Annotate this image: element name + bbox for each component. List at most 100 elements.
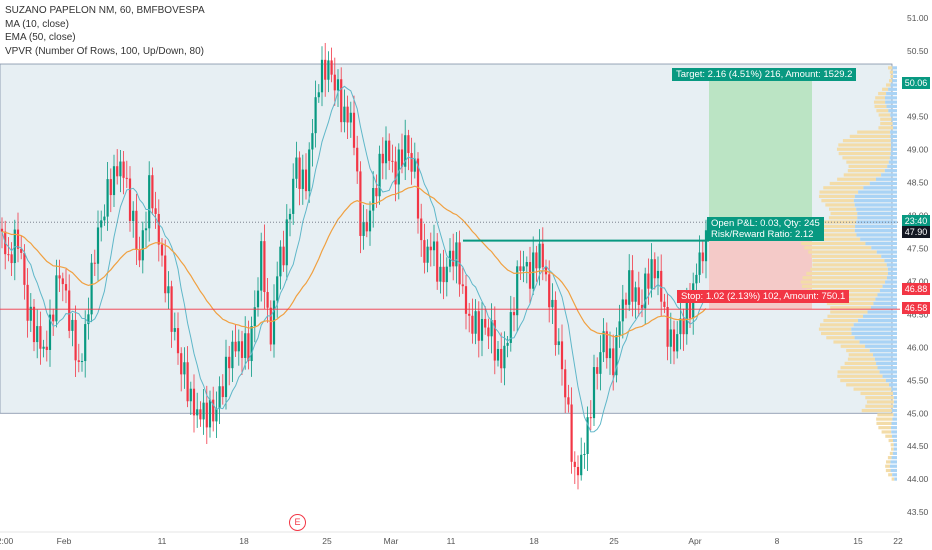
- candle-body: [26, 284, 29, 321]
- volume-profile-bar-down: [821, 331, 852, 336]
- volume-profile-bar-up: [855, 224, 897, 228]
- volume-profile-bar-up: [858, 190, 897, 194]
- stop-price-tag-a: 46.88: [902, 283, 930, 295]
- candle-body: [112, 166, 116, 196]
- candle-body: [279, 246, 282, 277]
- volume-profile-bar-down: [877, 413, 894, 417]
- candle-body: [407, 135, 410, 154]
- candle-body: [167, 286, 170, 294]
- volume-profile-bar-down: [847, 169, 885, 173]
- volume-profile-bar-down: [888, 438, 893, 443]
- candle-body: [125, 177, 128, 179]
- volume-profile-bar-down: [828, 207, 857, 211]
- legend-ma[interactable]: MA (10, close): [5, 18, 69, 30]
- candle-body: [218, 386, 221, 409]
- volume-profile-bar-up: [892, 79, 897, 83]
- candle-body: [416, 158, 420, 219]
- volume-profile-bar-up: [890, 460, 897, 464]
- volume-profile-bar-up: [863, 186, 897, 190]
- candle-body: [266, 292, 269, 308]
- volume-profile-bar-down: [885, 434, 893, 438]
- candle-body: [525, 262, 528, 267]
- volume-profile-bar-down: [873, 100, 886, 104]
- candle-body: [77, 360, 80, 362]
- candle-body: [93, 262, 96, 264]
- candle-body: [250, 326, 253, 362]
- volume-profile-bar-up: [891, 408, 897, 413]
- candle-body: [589, 417, 592, 419]
- candle-body: [490, 320, 493, 337]
- volume-profile-bar-down: [818, 327, 852, 331]
- volume-profile-bar-up: [887, 164, 897, 168]
- volume-profile-bar-down: [890, 447, 894, 451]
- candle-body: [205, 402, 208, 428]
- volume-profile-bar-up: [888, 160, 897, 164]
- target-price-tag: 50.06: [902, 77, 930, 89]
- volume-profile-bar-down: [826, 336, 855, 340]
- candle-body: [685, 300, 688, 335]
- volume-profile-bar-up: [865, 241, 897, 246]
- candle-body: [68, 290, 71, 331]
- legend-ema[interactable]: EMA (50, close): [5, 32, 76, 43]
- ema-50-line: [1, 185, 707, 338]
- candle-body: [394, 161, 397, 185]
- volume-profile-bar-up: [851, 331, 897, 336]
- volume-profile-bar-down: [833, 340, 860, 344]
- volume-profile-bar-down: [866, 400, 894, 404]
- candle-body: [36, 326, 39, 343]
- candle-body: [327, 60, 330, 80]
- candle-body: [128, 178, 132, 221]
- volume-profile-bar-up: [877, 366, 897, 370]
- volume-profile-bar-down: [801, 241, 866, 246]
- candle-body: [202, 402, 205, 420]
- volume-profile-bar-down: [887, 456, 892, 460]
- volume-profile-bar-up: [877, 293, 897, 297]
- candle-body: [116, 166, 119, 177]
- candle-body: [528, 262, 532, 289]
- volume-profile-bar-up: [876, 361, 897, 366]
- candle-body: [429, 246, 432, 251]
- candle-body: [84, 324, 87, 362]
- volume-profile-bar-down: [857, 130, 891, 134]
- stop-label[interactable]: Stop: 1.02 (2.13%) 102, Amount: 750.1: [677, 290, 850, 303]
- candle-body: [676, 334, 679, 352]
- candle-body: [285, 219, 288, 266]
- candle-body: [64, 284, 68, 291]
- candle-body: [180, 353, 183, 375]
- open-pnl-label[interactable]: Open P&L: 0.03, Qty: 245 Risk/Reward Rat…: [707, 217, 824, 241]
- candle-body: [311, 133, 314, 150]
- target-label[interactable]: Target: 2.16 (4.51%) 216, Amount: 1529.2: [672, 68, 857, 81]
- volume-profile-bar-down: [806, 271, 888, 276]
- legend-vpvr[interactable]: VPVR (Number Of Rows, 100, Up/Down, 80): [5, 45, 204, 57]
- legend-symbol[interactable]: SUZANO PAPELON NM, 60, BMFBOVESPA: [5, 5, 205, 16]
- volume-profile-bar-down: [889, 451, 893, 455]
- candle-body: [503, 345, 506, 369]
- volume-profile-bar-up: [882, 374, 897, 378]
- volume-profile-bar-down: [840, 366, 878, 370]
- legend: SUZANO PAPELON NM, 60, BMFBOVESPA MA (10…: [5, 4, 205, 58]
- volume-profile-bar-up: [856, 207, 897, 211]
- volume-profile-bar-down: [838, 143, 891, 147]
- candle-body: [330, 60, 333, 75]
- candle-body: [61, 278, 64, 285]
- volume-profile-bar-up: [889, 156, 897, 160]
- volume-profile-bar-down: [846, 383, 889, 387]
- earnings-badge-icon[interactable]: E: [289, 514, 306, 531]
- candle-body: [650, 259, 653, 289]
- y-tick-label: 49.50: [907, 112, 929, 122]
- volume-profile-bar-up: [892, 417, 897, 421]
- candle-body: [45, 346, 48, 350]
- volume-profile-bar-down: [886, 83, 891, 87]
- candle-body: [55, 275, 58, 322]
- candle-body: [231, 341, 234, 369]
- volume-profile-bar-down: [842, 139, 891, 143]
- volume-profile-bar-up: [893, 447, 897, 451]
- volume-profile-bar-down: [827, 314, 864, 318]
- candle-body: [224, 356, 228, 398]
- candle-body: [132, 210, 135, 221]
- x-tick-label: 11: [447, 536, 456, 546]
- volume-profile-bar-up: [865, 344, 897, 348]
- volume-profile-bar-down: [846, 348, 870, 353]
